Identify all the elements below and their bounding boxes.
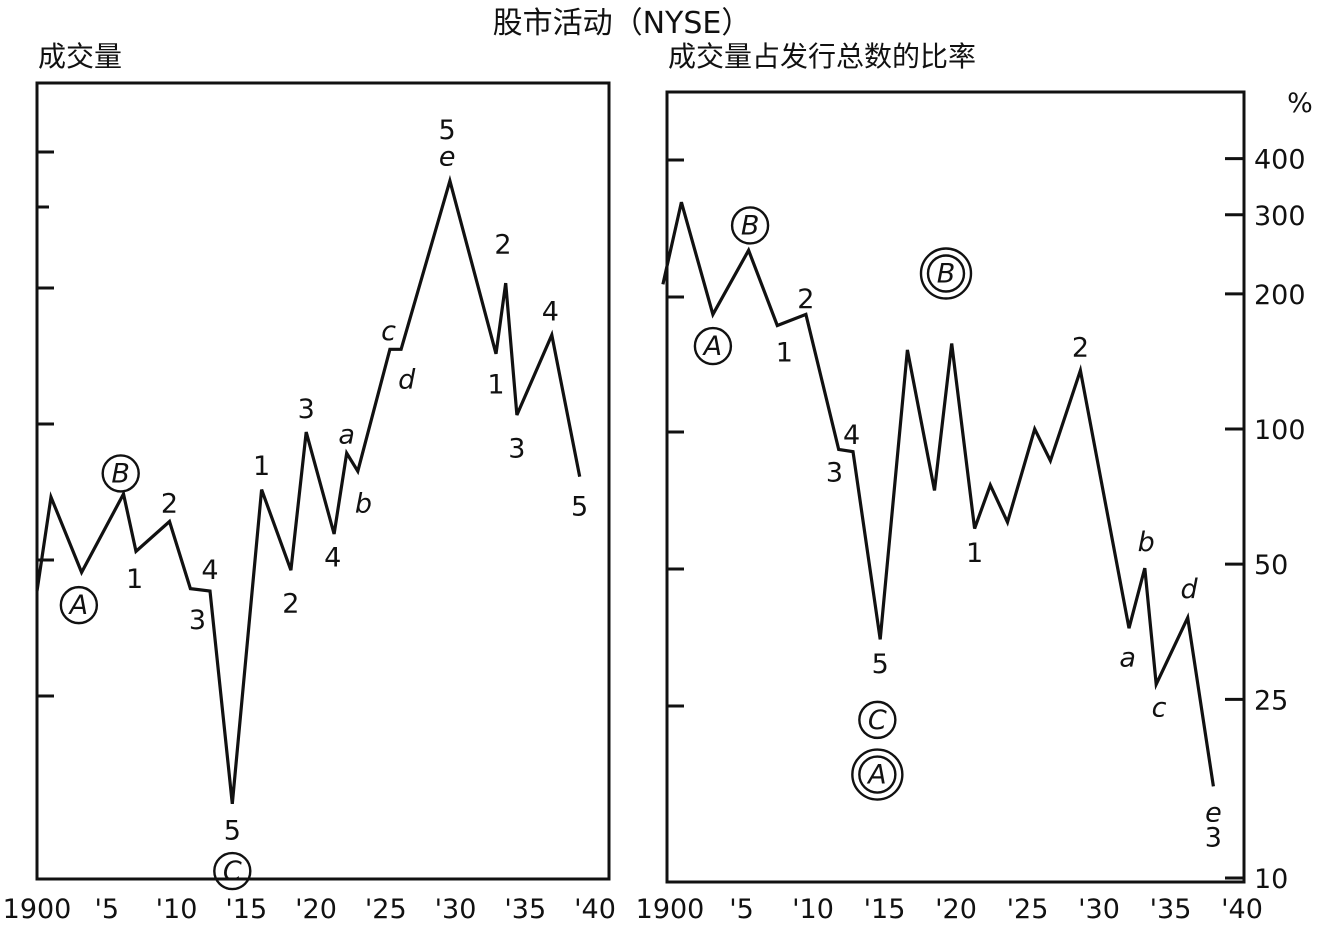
volume-wave-label: 5 xyxy=(571,492,588,523)
turnover-wave-label: A xyxy=(866,760,886,791)
volume-wave-label: 1 xyxy=(253,451,270,482)
turnover-wave-label-ring xyxy=(858,700,897,740)
turnover-wave-label: B xyxy=(741,210,760,241)
turnover-x-tick-label: '15 xyxy=(864,894,906,925)
volume-wave-label: 3 xyxy=(298,394,315,425)
turnover-wave-label: 4 xyxy=(843,420,860,451)
volume-wave-label: 2 xyxy=(161,488,178,519)
turnover-x-tick-label: '10 xyxy=(792,894,834,925)
volume-wave-label: 3 xyxy=(508,433,525,464)
turnover-wave-label: 3 xyxy=(826,458,843,489)
turnover-y-tick-label: 400 xyxy=(1254,145,1306,176)
volume-wave-label: 1 xyxy=(487,370,504,401)
turnover-y-unit: % xyxy=(1287,88,1313,119)
volume-wave-label: e xyxy=(439,142,456,173)
turnover-wave-label-ring xyxy=(858,755,897,794)
turnover-y-tick-label: 100 xyxy=(1254,415,1306,446)
turnover-y-tick-label: 25 xyxy=(1254,685,1288,716)
turnover-wave-label: a xyxy=(1119,642,1136,673)
turnover-wave-label: C xyxy=(868,705,887,736)
turnover-wave-label: 1 xyxy=(966,538,983,569)
turnover-wave-label-outer-ring xyxy=(919,247,973,300)
volume-panel-title: 成交量 xyxy=(38,40,122,73)
volume-plot-frame xyxy=(35,81,611,881)
turnover-wave-label: A xyxy=(702,331,722,362)
turnover-y-tick-label: 200 xyxy=(1254,280,1306,311)
turnover-wave-label-ring xyxy=(693,326,733,366)
volume-x-tick-label: '20 xyxy=(295,894,337,925)
turnover-wave-label-outer-ring xyxy=(851,748,904,801)
volume-wave-label: 2 xyxy=(282,589,299,620)
turnover-wave-label: b xyxy=(1138,527,1155,558)
turnover-plot-frame xyxy=(665,90,1246,884)
volume-x-tick-label: '30 xyxy=(435,894,477,925)
volume-wave-label: c xyxy=(381,316,396,347)
turnover-wave-label: 2 xyxy=(797,284,814,315)
volume-wave-label: C xyxy=(223,856,242,887)
volume-x-tick-label: 1900 xyxy=(3,894,72,925)
volume-x-tick-label: '15 xyxy=(225,894,267,925)
turnover-series-line xyxy=(661,201,1215,787)
turnover-wave-label: 2 xyxy=(1072,332,1089,363)
volume-panel: 成交量 1900 '5 '10 '15 '20 '25 '30 '35 '40 A B C 1 2 3 4 5 1… xyxy=(3,40,616,925)
turnover-wave-label: B xyxy=(937,258,956,289)
volume-wave-label-ring xyxy=(101,454,140,493)
volume-wave-label: A xyxy=(68,590,88,621)
volume-wave-label: b xyxy=(355,488,372,519)
volume-x-tick-label: '10 xyxy=(156,894,198,925)
volume-wave-label-ring xyxy=(213,851,252,891)
volume-wave-label: 4 xyxy=(542,297,559,328)
volume-x-tick-label: '35 xyxy=(504,894,546,925)
volume-wave-label: 4 xyxy=(324,542,341,573)
volume-wave-label: 5 xyxy=(224,816,241,847)
turnover-x-tick-label: '35 xyxy=(1150,894,1192,925)
main-title: 股市活动（NYSE） xyxy=(493,6,752,41)
turnover-y-tick-label: 50 xyxy=(1254,550,1288,581)
turnover-panel: 成交量占发行总数的比率 % 1900 '5 '10 '15 '20 '25 '30 '35 '4… xyxy=(636,40,1313,925)
volume-wave-label: 1 xyxy=(126,564,143,595)
volume-wave-label: B xyxy=(111,458,130,489)
volume-wave-label: 4 xyxy=(201,555,218,586)
volume-wave-label: a xyxy=(338,419,355,450)
turnover-wave-label-ring xyxy=(926,254,966,293)
volume-wave-label: 2 xyxy=(494,229,511,260)
turnover-wave-label: e xyxy=(1205,797,1222,828)
turnover-wave-label-ring xyxy=(730,206,770,245)
turnover-panel-title: 成交量占发行总数的比率 xyxy=(668,40,976,73)
turnover-y-tick-label: 300 xyxy=(1254,201,1306,232)
turnover-x-tick-label: '5 xyxy=(729,894,754,925)
volume-series-line xyxy=(35,174,582,804)
turnover-x-tick-label: 1900 xyxy=(636,894,705,925)
turnover-x-tick-label: '30 xyxy=(1078,894,1120,925)
turnover-wave-label: 5 xyxy=(872,649,889,680)
volume-wave-label-ring xyxy=(59,585,99,625)
turnover-wave-label: 1 xyxy=(776,338,793,369)
turnover-x-tick-label: '25 xyxy=(1007,894,1049,925)
turnover-wave-label: c xyxy=(1152,692,1167,723)
volume-wave-label: 5 xyxy=(439,115,456,146)
turnover-wave-label: 3 xyxy=(1205,823,1222,854)
turnover-y-tick-label: 10 xyxy=(1254,864,1288,895)
turnover-x-tick-label: '40 xyxy=(1221,894,1263,925)
volume-x-tick-label: '40 xyxy=(574,894,616,925)
volume-wave-label: 3 xyxy=(189,605,206,636)
volume-x-tick-label: '25 xyxy=(365,894,407,925)
volume-wave-label: d xyxy=(398,365,416,396)
turnover-x-tick-label: '20 xyxy=(935,894,977,925)
turnover-wave-label: d xyxy=(1181,574,1199,605)
volume-x-tick-label: '5 xyxy=(94,894,119,925)
